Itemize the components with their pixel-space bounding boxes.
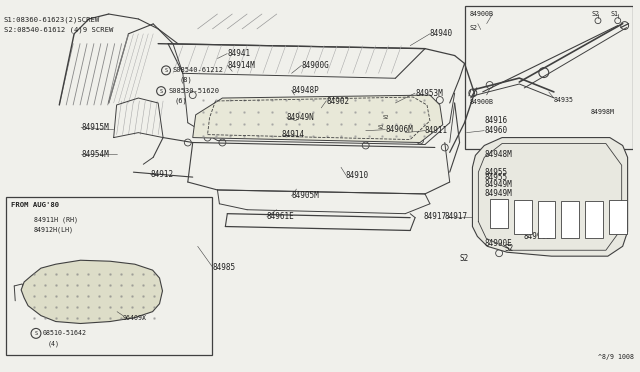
Text: 84914: 84914 (282, 130, 305, 139)
Text: S2:08540-61612 (4)9 SCREW: S2:08540-61612 (4)9 SCREW (4, 27, 113, 33)
Text: 84990E: 84990E (484, 239, 512, 248)
Text: S2: S2 (378, 125, 383, 130)
Text: (4): (4) (48, 340, 60, 346)
Text: 84902: 84902 (326, 96, 349, 106)
Text: 84955: 84955 (484, 168, 508, 177)
Text: S: S (159, 89, 163, 94)
Text: 84900B: 84900B (470, 11, 494, 17)
Text: S08540-61212: S08540-61212 (173, 67, 224, 73)
Text: 84906M: 84906M (385, 125, 413, 134)
Text: 84953M: 84953M (415, 89, 443, 97)
Bar (561, 201, 579, 238)
Bar (465, 6, 632, 149)
Text: 08510-51642: 08510-51642 (43, 330, 87, 336)
Text: 84948M: 84948M (484, 150, 512, 159)
Bar (609, 200, 627, 234)
Text: 84948P: 84948P (292, 86, 319, 94)
Text: 84900G: 84900G (301, 61, 329, 70)
Text: 84935: 84935 (554, 97, 573, 103)
Text: S2: S2 (591, 11, 599, 17)
Text: (6): (6) (175, 98, 188, 104)
Text: (8): (8) (180, 77, 193, 83)
Text: 84914M: 84914M (227, 61, 255, 70)
Text: S2: S2 (470, 25, 478, 31)
Text: 84900B: 84900B (470, 99, 494, 105)
Text: S08530-51620: S08530-51620 (168, 88, 219, 94)
Text: 84912: 84912 (150, 170, 173, 179)
Polygon shape (472, 138, 628, 256)
Text: FROM AUG'80: FROM AUG'80 (12, 202, 60, 208)
Text: 84916: 84916 (484, 116, 508, 125)
Text: 84911: 84911 (425, 126, 448, 135)
Bar (6, 197, 212, 355)
Text: 84949N: 84949N (287, 113, 314, 122)
Text: 84961E: 84961E (267, 212, 294, 221)
Text: 84985: 84985 (212, 263, 236, 272)
Text: 84905M: 84905M (292, 191, 319, 201)
Polygon shape (193, 95, 443, 142)
Text: 84954M: 84954M (81, 150, 109, 159)
Text: S1:08360-61623(2)SCREW: S1:08360-61623(2)SCREW (4, 16, 100, 22)
Text: 96409X: 96409X (123, 315, 147, 321)
Text: ^8/9 1008: ^8/9 1008 (598, 354, 634, 360)
Text: 84990E: 84990E (524, 232, 552, 241)
Text: 84912H(LH): 84912H(LH) (34, 227, 74, 233)
Text: 84998M: 84998M (591, 109, 615, 115)
Text: 84949M: 84949M (484, 189, 512, 198)
Text: 84940: 84940 (430, 29, 453, 38)
Text: 84955: 84955 (484, 173, 508, 182)
Bar (538, 201, 556, 238)
Text: 84917: 84917 (445, 212, 468, 221)
Text: S2: S2 (460, 254, 469, 263)
Text: 84960: 84960 (484, 126, 508, 135)
Text: S2: S2 (382, 115, 388, 120)
Bar (514, 200, 532, 234)
Polygon shape (21, 260, 163, 324)
Text: 84911H (RH): 84911H (RH) (34, 217, 78, 223)
Bar (490, 199, 508, 228)
Text: 84949M: 84949M (484, 180, 512, 189)
Text: S: S (35, 331, 38, 336)
Bar (585, 201, 603, 238)
Text: 84917: 84917 (424, 212, 447, 221)
Text: 84915M: 84915M (81, 123, 109, 132)
Text: 84941: 84941 (227, 49, 250, 58)
Text: S: S (164, 68, 168, 73)
Text: 84910: 84910 (346, 171, 369, 180)
Text: S1: S1 (611, 11, 619, 17)
Text: S2: S2 (504, 244, 513, 253)
